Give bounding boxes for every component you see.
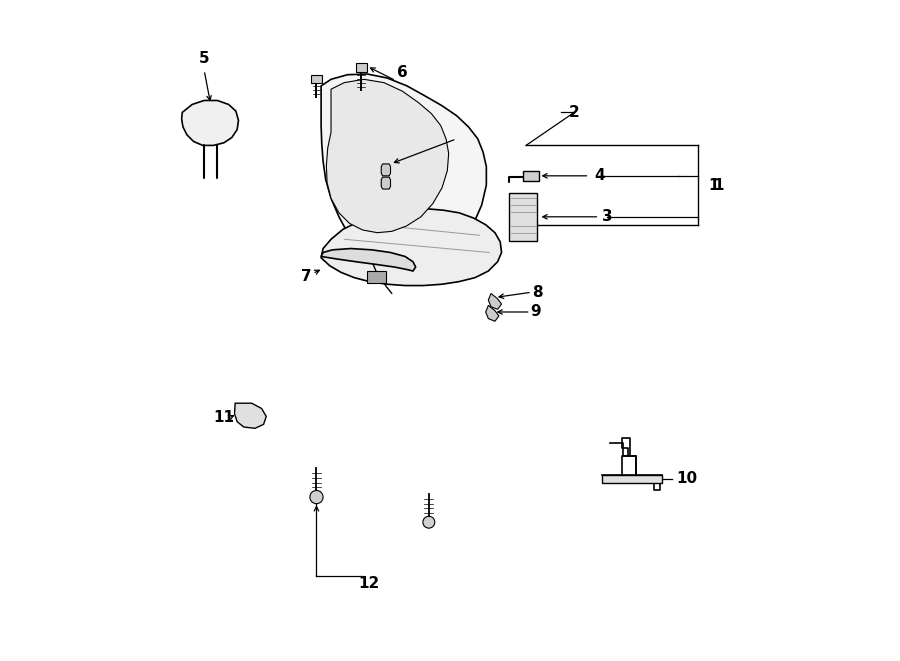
Polygon shape (382, 177, 391, 189)
Circle shape (310, 490, 323, 504)
Polygon shape (321, 74, 486, 270)
Polygon shape (327, 79, 449, 233)
Text: 1: 1 (707, 178, 718, 192)
Polygon shape (489, 293, 501, 309)
Text: 12: 12 (359, 576, 380, 590)
Text: 6: 6 (397, 65, 408, 80)
Text: 10: 10 (676, 471, 698, 486)
Polygon shape (486, 305, 499, 321)
Text: 2: 2 (569, 105, 580, 120)
Text: 11: 11 (213, 410, 234, 425)
FancyBboxPatch shape (367, 271, 386, 283)
Text: 7: 7 (301, 269, 311, 284)
FancyBboxPatch shape (356, 63, 366, 72)
Text: 9: 9 (531, 305, 541, 319)
Text: 5: 5 (199, 51, 210, 65)
Text: 8: 8 (532, 285, 543, 299)
Polygon shape (321, 209, 501, 286)
Polygon shape (235, 403, 266, 428)
Polygon shape (182, 100, 238, 145)
Text: 3: 3 (602, 210, 613, 224)
FancyBboxPatch shape (310, 75, 322, 83)
Text: 1: 1 (713, 178, 724, 192)
Circle shape (423, 516, 435, 528)
Polygon shape (382, 164, 391, 176)
FancyBboxPatch shape (523, 171, 538, 181)
FancyBboxPatch shape (509, 193, 537, 241)
Text: 4: 4 (594, 169, 605, 183)
Polygon shape (602, 475, 662, 483)
Polygon shape (321, 249, 416, 271)
